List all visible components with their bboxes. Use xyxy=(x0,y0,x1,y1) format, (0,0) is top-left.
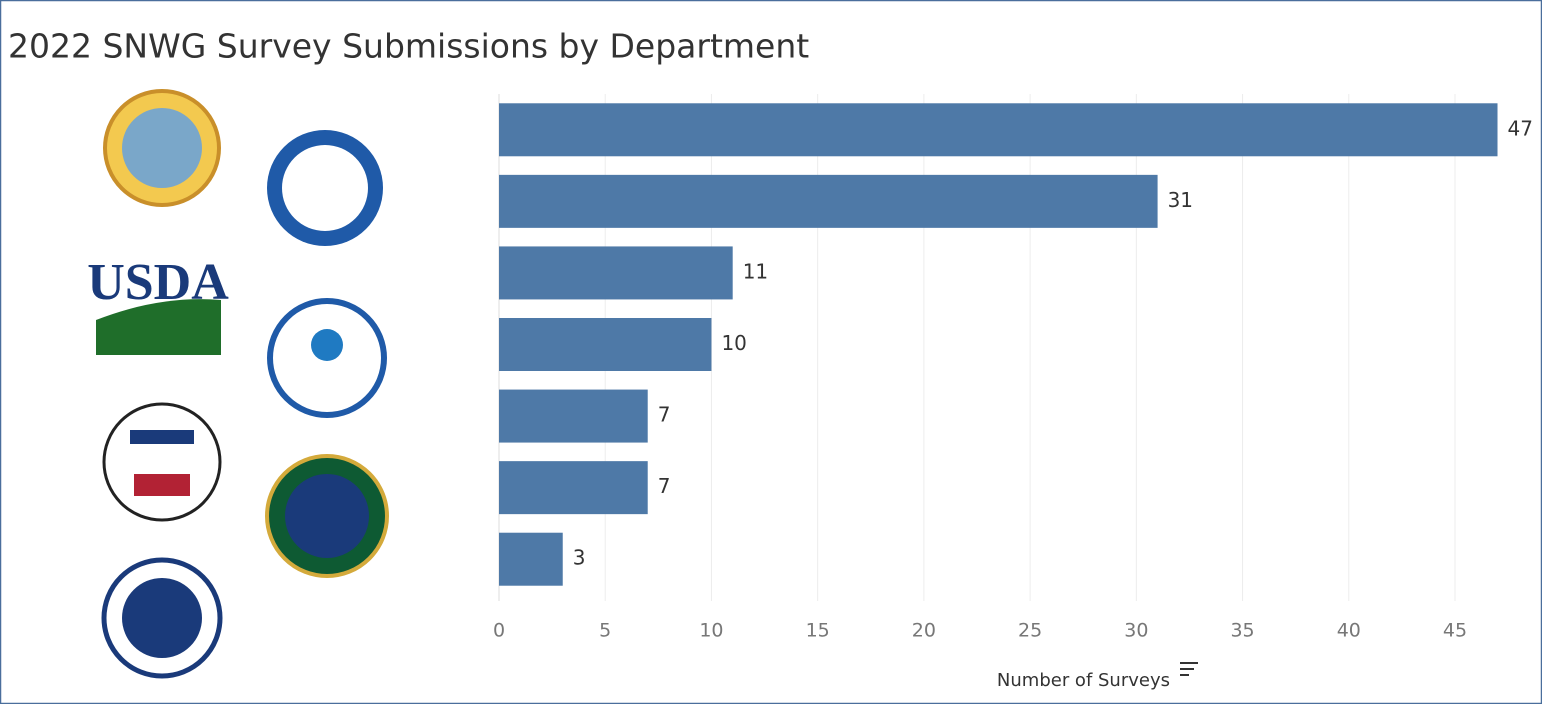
x-tick-label: 0 xyxy=(493,620,505,642)
logo-usaid-stripes xyxy=(134,474,190,496)
logo-usaid xyxy=(102,402,222,522)
sort-icon[interactable] xyxy=(1180,662,1198,676)
x-tick-label: 20 xyxy=(912,620,936,642)
x-tick-label: 40 xyxy=(1337,620,1361,642)
value-label: 10 xyxy=(721,331,746,355)
x-tick-label: 35 xyxy=(1230,620,1254,642)
bar xyxy=(499,318,712,371)
value-label: 7 xyxy=(658,474,671,498)
logo-epa-inner xyxy=(311,329,343,361)
logos: USDA xyxy=(87,89,389,679)
x-axis-label: Number of Surveys xyxy=(997,670,1170,691)
bar xyxy=(499,461,648,515)
logo-commerce-inner xyxy=(282,145,368,231)
bar xyxy=(499,532,563,586)
logo-usaid-bar xyxy=(130,430,194,444)
x-tick-label: 45 xyxy=(1443,620,1467,642)
value-label: 3 xyxy=(573,546,586,570)
bar xyxy=(499,246,733,300)
value-label: 31 xyxy=(1168,188,1193,212)
logo-usda-field xyxy=(96,299,221,355)
bar xyxy=(499,389,648,443)
bar xyxy=(499,174,1158,228)
x-tick-label: 15 xyxy=(806,620,830,642)
value-label: 7 xyxy=(658,403,671,427)
value-label: 11 xyxy=(743,259,768,283)
x-tick-label: 10 xyxy=(699,620,723,642)
x-tick-label: 30 xyxy=(1124,620,1148,642)
bar xyxy=(499,103,1498,157)
chart-title: 2022 SNWG Survey Submissions by Departme… xyxy=(8,27,809,66)
x-tick-label: 25 xyxy=(1018,620,1042,642)
logo-interior-inner xyxy=(122,108,202,188)
x-tick-label: 5 xyxy=(599,620,611,642)
logo-energy-inner xyxy=(285,474,369,558)
value-label: 47 xyxy=(1508,116,1533,140)
logo-dhs-inner xyxy=(122,578,202,658)
